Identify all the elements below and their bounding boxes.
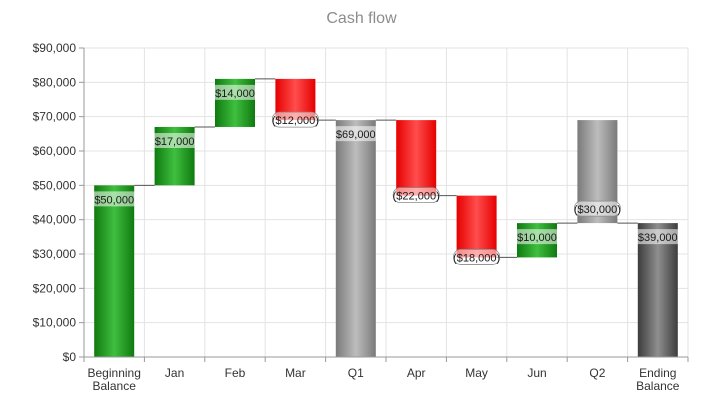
data-label-background: [574, 200, 621, 217]
data-label-background: [516, 229, 558, 245]
data-label: ($18,000): [453, 252, 500, 264]
data-label-background: [453, 249, 501, 265]
bar-decrease: [396, 120, 437, 196]
y-tick-label: $30,000: [33, 247, 77, 261]
bar-decrease: [456, 195, 497, 258]
data-label-background: [153, 132, 196, 148]
category-label: Apr: [407, 366, 426, 380]
data-label: ($22,000): [393, 191, 440, 203]
data-label: ($30,000): [574, 204, 621, 216]
y-tick-label: $10,000: [33, 316, 77, 330]
y-tick-label: $50,000: [33, 178, 77, 192]
category-label: Q2: [589, 366, 605, 380]
y-tick-label: $20,000: [33, 281, 77, 295]
y-tick-label: $90,000: [33, 41, 77, 55]
y-tick-label: $80,000: [33, 75, 77, 89]
chart-title: Cash flow: [326, 10, 397, 27]
bar-final: [637, 223, 678, 357]
data-label: $39,000: [638, 232, 678, 244]
y-tick-label: $70,000: [33, 110, 77, 124]
category-label: Jan: [165, 366, 184, 380]
data-label: $10,000: [517, 232, 557, 244]
category-label: Mar: [285, 366, 306, 380]
category-label: Balance: [93, 379, 137, 393]
data-labels: $50,000 $17,000 $14,000 ($12,000) $69,000 ($2…: [93, 84, 679, 265]
category-label: Feb: [225, 366, 246, 380]
category-label: Beginning: [88, 366, 141, 380]
data-label-background: [392, 187, 440, 204]
data-label: $17,000: [155, 136, 195, 148]
category-label: Jun: [527, 366, 546, 380]
data-label: $14,000: [215, 88, 255, 100]
category-label: Balance: [636, 379, 680, 393]
data-label: ($12,000): [272, 115, 319, 127]
category-label: May: [465, 366, 488, 380]
data-label: $50,000: [94, 194, 134, 206]
data-label-background: [334, 126, 377, 142]
y-tick-label: $40,000: [33, 213, 77, 227]
data-label-background: [636, 229, 679, 245]
category-label: Q1: [348, 366, 364, 380]
bar-subtotal: [335, 120, 376, 357]
axes: $0 $10,000 $20,000 $30,000 $40,000 $50,000 $60…: [33, 41, 689, 393]
connectors: [134, 78, 638, 258]
data-label-background: [93, 191, 136, 207]
y-tick-label: $60,000: [33, 144, 77, 158]
y-tick-label: $0: [63, 350, 77, 364]
data-label-background: [271, 111, 319, 128]
category-label: Ending: [639, 366, 676, 380]
data-label: $69,000: [336, 129, 376, 141]
bar-total: [94, 185, 135, 357]
data-label-background: [214, 84, 256, 100]
